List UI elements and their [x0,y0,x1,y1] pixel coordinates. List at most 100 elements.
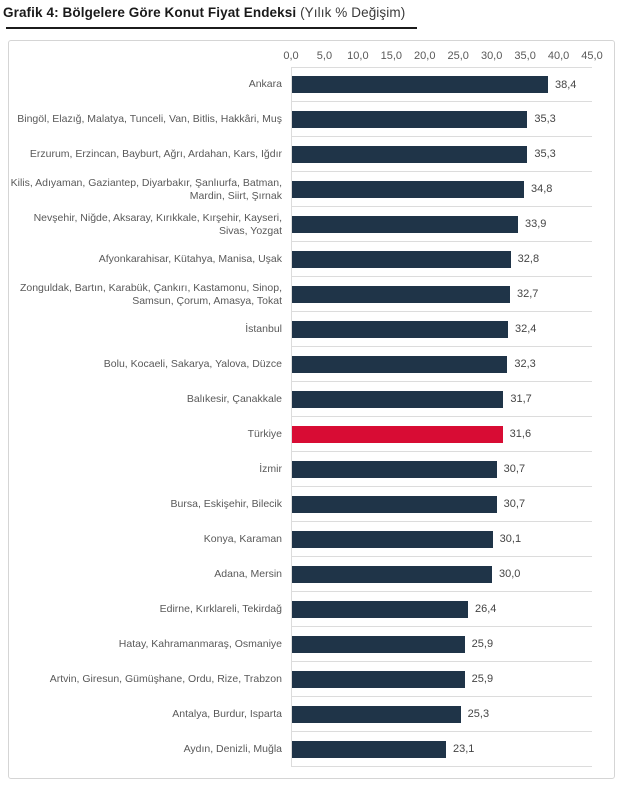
x-axis-tick-label: 35,0 [514,50,536,62]
x-axis-tick-label: 40,0 [547,50,570,62]
chart-row: Balıkesir, Çanakkale 31,7 [9,382,614,417]
chart-row: Ankara 38,4 [9,67,614,102]
bar-track: 35,3 [291,137,592,172]
bar [292,670,465,688]
chart-container: 0,0 5,0 10,0 15,0 20,0 25,0 30,0 35,0 40,0 45,0 A… [8,40,615,779]
value-label: 25,9 [471,673,494,685]
chart-row: Zonguldak, Bartın, Karabük, Çankırı, Kas… [9,277,614,312]
bar [292,635,465,653]
bar-track: 33,9 [291,207,592,242]
bar-track: 25,9 [291,662,592,697]
bar-track: 35,3 [291,102,592,137]
value-label: 25,9 [471,638,494,650]
bar [292,460,497,478]
value-label: 23,1 [453,743,475,755]
x-axis-tick-label: 0,0 [283,50,299,62]
category-label: Artvin, Giresun, Gümüşhane, Ordu, Rize, … [49,673,282,685]
x-axis-tick-label: 20,0 [414,50,436,62]
x-axis-tick-label: 10,0 [347,50,369,62]
category-label: Hatay, Kahramanmaraş, Osmaniye [118,638,282,650]
bar-track: 26,4 [291,592,592,627]
chart-rows: Ankara 38,4 Bingöl, Elazığ, Malatya, Tun… [9,67,614,767]
bar-track: 32,7 [291,277,592,312]
chart-row: Afyonkarahisar, Kütahya, Manisa, Uşak 32… [9,242,614,277]
category-label: İzmir [259,463,282,475]
x-axis-tick-label: 30,0 [480,50,503,62]
bar [292,110,528,128]
category-label: Kilis, Adıyaman, Gaziantep, Diyarbakır, … [10,176,282,202]
bar [292,145,528,163]
bar [292,600,468,618]
category-label: Bursa, Eskişehir, Bilecik [170,498,282,510]
category-label: Balıkesir, Çanakkale [186,393,282,405]
category-label: Nevşehir, Niğde, Aksaray, Kırıkkale, Kır… [33,211,282,237]
category-label: Adana, Mersin [214,568,282,580]
category-label: Afyonkarahisar, Kütahya, Manisa, Uşak [98,253,282,265]
bar-track: 32,3 [291,347,592,382]
category-label: Zonguldak, Bartın, Karabük, Çankırı, Kas… [19,281,282,307]
value-label: 38,4 [555,78,577,91]
x-axis-tick-label: 15,0 [380,50,403,62]
chart-row: Hatay, Kahramanmaraş, Osmaniye 25,9 [9,627,614,662]
bar [292,565,492,583]
chart-row: İzmir 30,7 [9,452,614,487]
value-label: 35,3 [534,148,556,160]
category-label: Bolu, Kocaeli, Sakarya, Yalova, Düzce [103,358,282,370]
bar [292,495,497,513]
value-label: 33,9 [525,218,547,230]
chart-row: İstanbul 32,4 [9,312,614,347]
chart-row: Adana, Mersin 30,0 [9,557,614,592]
bar [292,705,461,723]
bar-track: 32,8 [291,242,592,277]
bar [292,740,446,758]
value-label: 31,7 [510,393,532,405]
value-label: 30,7 [503,463,526,475]
bar [292,250,511,268]
category-label: Edirne, Kırklareli, Tekirdağ [159,603,282,615]
highlight-bar-turkiye [292,425,503,443]
chart-row: Nevşehir, Niğde, Aksaray, Kırıkkale, Kır… [9,207,614,242]
value-label: 26,4 [475,603,497,615]
bar-track: 30,1 [291,522,592,557]
category-label: Bingöl, Elazığ, Malatya, Tunceli, Van, B… [17,113,282,125]
bar [292,390,504,408]
bar-track: 32,4 [291,312,592,347]
bar [292,180,524,198]
bar-track: 31,7 [291,382,592,417]
category-label: Erzurum, Erzincan, Bayburt, Ağrı, Ardaha… [29,148,282,160]
category-label: Konya, Karaman [203,533,282,545]
value-label: 32,3 [514,358,536,370]
bar [292,355,508,373]
value-label: 30,0 [499,568,521,580]
chart-row: Konya, Karaman 30,1 [9,522,614,557]
bar [292,215,518,233]
value-label: 30,1 [499,533,522,545]
bar-track: 30,7 [291,452,592,487]
chart-row: Antalya, Burdur, Isparta 25,3 [9,697,614,732]
chart-header: Grafik 4: Bölgelere Göre Konut Fiyat End… [0,0,622,29]
value-label: 25,3 [467,708,490,720]
value-label: 34,8 [531,183,553,195]
category-label: Ankara [248,78,282,90]
value-label: 32,8 [517,253,540,265]
x-axis-tick-label: 5,0 [316,50,333,62]
category-label: Aydın, Denizli, Muğla [183,743,282,755]
category-label: İstanbul [245,323,282,335]
bar [292,285,510,303]
bar-track: 30,0 [291,557,592,592]
bar-track: 25,9 [291,627,592,662]
title-underline [6,27,417,29]
page-title-suffix: (Yılık % Değişim) [296,5,406,20]
x-axis-tick-label: 25,0 [447,50,469,62]
x-axis-tick-label: 45,0 [581,50,603,62]
category-label: Antalya, Burdur, Isparta [172,708,282,720]
bar-track: 30,7 [291,487,592,522]
chart-row: Bolu, Kocaeli, Sakarya, Yalova, Düzce 32… [9,347,614,382]
category-label: Türkiye [247,428,282,440]
chart-row: Bingöl, Elazığ, Malatya, Tunceli, Van, B… [9,102,614,137]
bar-track: 31,6 [291,417,592,452]
page-title: Grafik 4: Bölgelere Göre Konut Fiyat End… [3,5,622,20]
value-label: 32,4 [515,323,537,335]
bar [292,76,548,93]
x-axis: 0,0 5,0 10,0 15,0 20,0 25,0 30,0 35,0 40,0 45,0 [283,50,602,67]
